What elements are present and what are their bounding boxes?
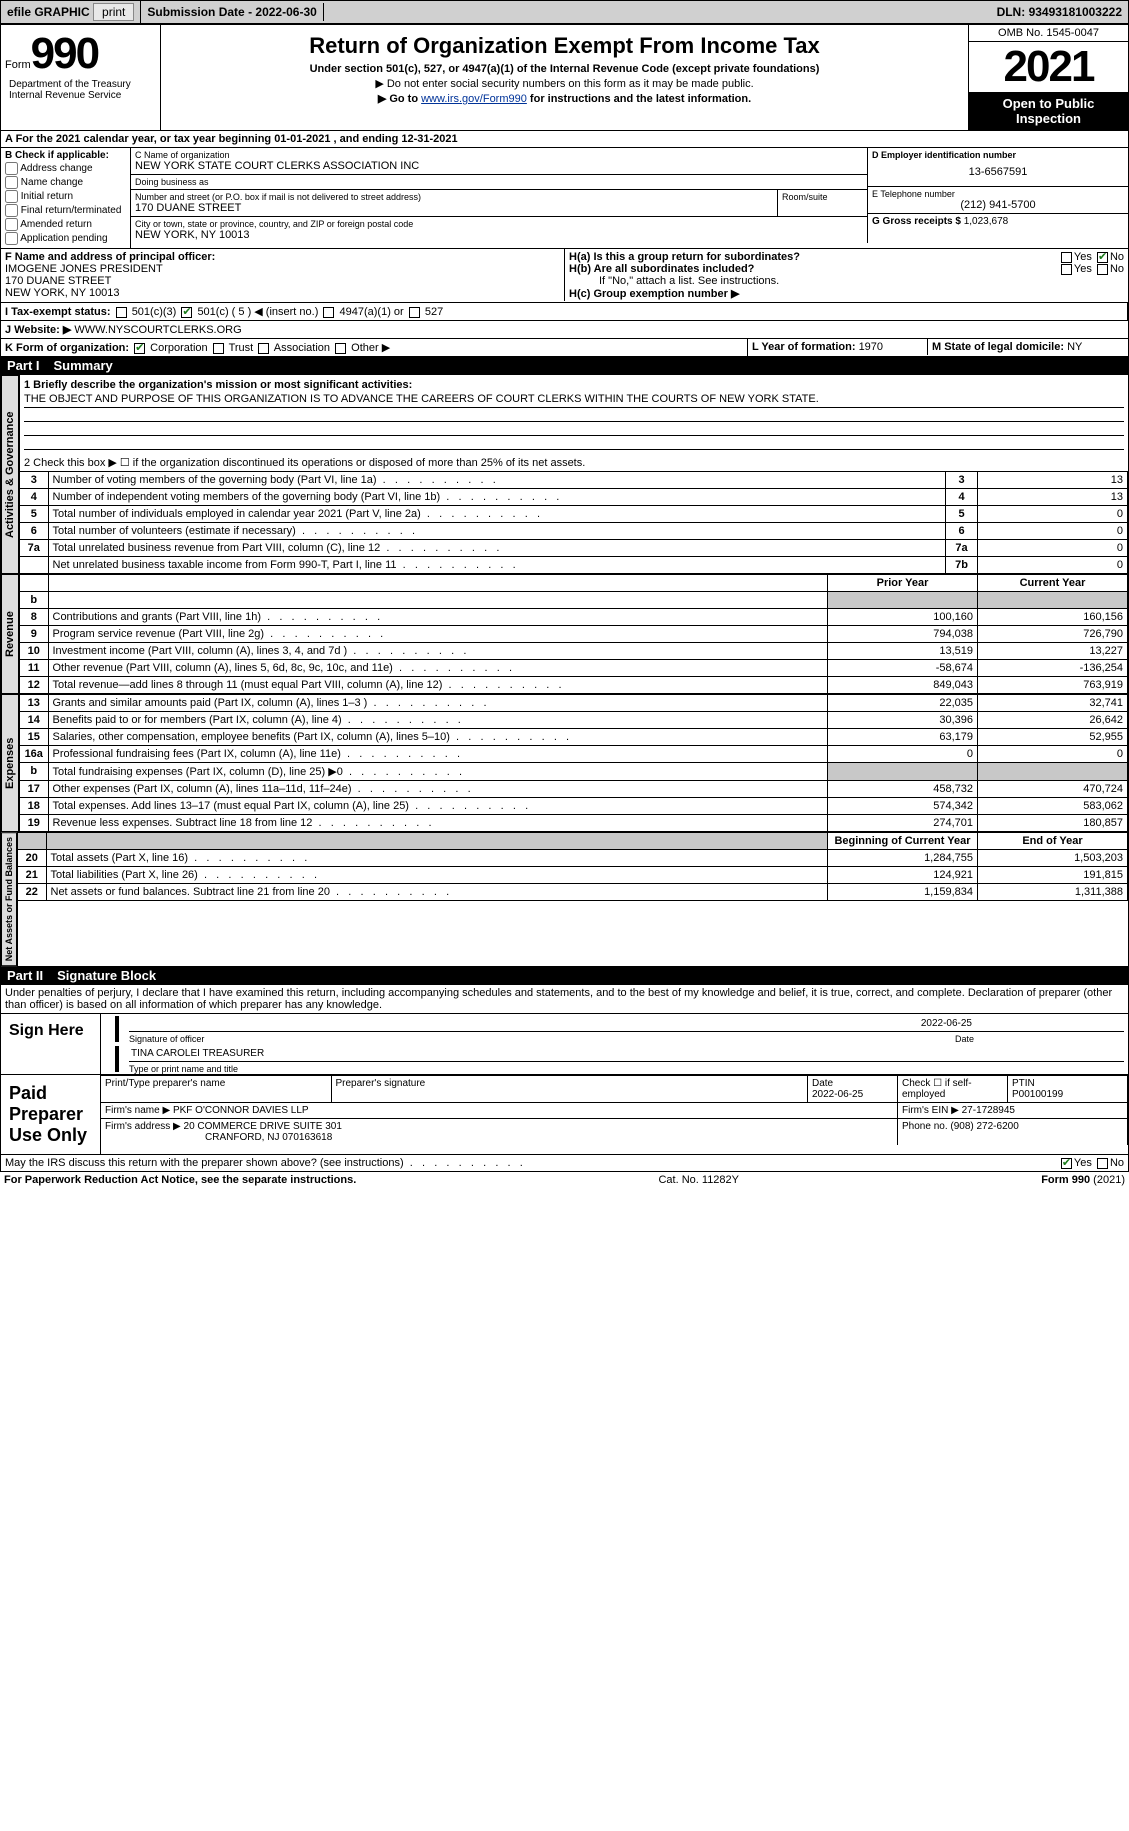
entity-grid: B Check if applicable: Address change Na… (1, 147, 1128, 248)
part-1-header: Part I Summary (1, 356, 1128, 375)
name-title-lbl: Type or print name and title (125, 1064, 1128, 1074)
ptin: P00100199 (1012, 1089, 1063, 1100)
discuss-yes[interactable] (1061, 1158, 1072, 1169)
tab-expenses: Expenses (1, 694, 19, 832)
ein: 13-6567591 (872, 160, 1124, 184)
city: NEW YORK, NY 10013 (135, 229, 863, 241)
chk-address[interactable]: Address change (5, 162, 126, 175)
section-activities: Activities & Governance 1 Briefly descri… (1, 375, 1128, 574)
h-a: H(a) Is this a group return for subordin… (569, 251, 1124, 263)
phone: (212) 941-5700 (872, 199, 1124, 211)
website: WWW.NYSCOURTCLERKS.ORG (74, 324, 241, 336)
line-1-label: 1 Briefly describe the organization's mi… (24, 379, 1124, 391)
year-formation: 1970 (859, 341, 883, 353)
h-c: H(c) Group exemption number ▶ (569, 287, 1124, 300)
firm-phone: (908) 272-6200 (950, 1121, 1018, 1132)
h-b-note: If "No," attach a list. See instructions… (569, 275, 1124, 287)
row-f-h: F Name and address of principal officer:… (1, 248, 1128, 302)
footer-right: Form 990 (2021) (1041, 1174, 1125, 1186)
tab-activities: Activities & Governance (1, 375, 19, 574)
header-right: OMB No. 1545-0047 2021 Open to Public In… (968, 25, 1128, 130)
sig-date: 2022-06-25 (921, 1018, 972, 1029)
chk-501c[interactable] (181, 307, 192, 318)
firm-ein: 27-1728945 (962, 1105, 1015, 1116)
tab-net: Net Assets or Fund Balances (1, 832, 17, 966)
table-expenses: 13Grants and similar amounts paid (Part … (20, 694, 1128, 832)
penalties-text: Under penalties of perjury, I declare th… (1, 985, 1128, 1013)
paid-preparer-label: Paid Preparer Use Only (1, 1075, 101, 1154)
block-b: B Check if applicable: Address change Na… (1, 148, 131, 248)
footer-left: For Paperwork Reduction Act Notice, see … (4, 1174, 356, 1186)
sign-here-row: Sign Here 2022-06-25 Signature of office… (1, 1013, 1128, 1074)
omb-number: OMB No. 1545-0047 (969, 25, 1128, 42)
street: 170 DUANE STREET (135, 202, 773, 214)
firm-addr1: 20 COMMERCE DRIVE SUITE 301 (184, 1121, 342, 1132)
firm-name: PKF O'CONNOR DAVIES LLP (173, 1105, 309, 1116)
section-net: Net Assets or Fund Balances Beginning of… (1, 832, 1128, 966)
form-title: Return of Organization Exempt From Incom… (165, 33, 964, 59)
header-title: Return of Organization Exempt From Incom… (161, 25, 968, 130)
tax-year: 2021 (969, 42, 1128, 92)
gross-receipts: 1,023,678 (964, 216, 1009, 227)
dept-treasury: Department of the Treasury Internal Reve… (5, 79, 156, 101)
print-button[interactable]: print (93, 3, 134, 21)
period-line: A For the 2021 calendar year, or tax yea… (1, 130, 1128, 147)
firm-addr2: CRANFORD, NJ 070163618 (105, 1132, 332, 1143)
sig-officer-lbl: Signature of officer (129, 1034, 204, 1044)
dln: DLN: 93493181003222 (991, 3, 1128, 21)
mission: THE OBJECT AND PURPOSE OF THIS ORGANIZAT… (24, 391, 1124, 408)
officer-addr1: 170 DUANE STREET (5, 275, 111, 287)
org-name: NEW YORK STATE COURT CLERKS ASSOCIATION … (135, 160, 863, 172)
chk-assoc[interactable] (258, 343, 269, 354)
irs-link[interactable]: www.irs.gov/Form990 (421, 93, 527, 105)
chk-name[interactable]: Name change (5, 176, 126, 189)
footer-mid: Cat. No. 11282Y (658, 1174, 739, 1186)
officer-addr2: NEW YORK, NY 10013 (5, 287, 120, 299)
chk-501c3[interactable] (116, 307, 127, 318)
open-to-public: Open to Public Inspection (969, 92, 1128, 130)
officer-name-title: TINA CAROLEI TREASURER (131, 1048, 264, 1059)
part-2-header: Part II Signature Block (1, 966, 1128, 985)
submission-date: Submission Date - 2022-06-30 (141, 3, 323, 21)
chk-amended[interactable]: Amended return (5, 218, 126, 231)
row-j: J Website: ▶ WWW.NYSCOURTCLERKS.ORG (1, 320, 1128, 338)
note-link: ▶ Go to www.irs.gov/Form990 for instruct… (165, 92, 964, 105)
tab-revenue: Revenue (1, 574, 19, 694)
form-subtitle: Under section 501(c), 527, or 4947(a)(1)… (165, 63, 964, 75)
form-number-box: Form990 Department of the Treasury Inter… (1, 25, 161, 130)
table-net: Beginning of Current YearEnd of Year 20T… (18, 832, 1128, 901)
section-revenue: Revenue Prior YearCurrent Year b8Contrib… (1, 574, 1128, 694)
h-b: H(b) Are all subordinates included? Yes … (569, 263, 1124, 275)
section-expenses: Expenses 13Grants and similar amounts pa… (1, 694, 1128, 832)
chk-initial[interactable]: Initial return (5, 190, 126, 203)
officer-name: IMOGENE JONES PRESIDENT (5, 263, 163, 275)
table-governance: 3Number of voting members of the governi… (20, 471, 1128, 574)
block-c: C Name of organization NEW YORK STATE CO… (131, 148, 868, 248)
row-i: I Tax-exempt status: 501(c)(3) 501(c) ( … (1, 302, 1128, 320)
chk-trust[interactable] (213, 343, 224, 354)
state-domicile: NY (1067, 341, 1082, 353)
chk-4947[interactable] (323, 307, 334, 318)
page-footer: For Paperwork Reduction Act Notice, see … (0, 1172, 1129, 1188)
form-990: Form990 Department of the Treasury Inter… (0, 24, 1129, 1172)
chk-527[interactable] (409, 307, 420, 318)
efile-label: efile GRAPHIC print (1, 1, 141, 23)
discuss-row: May the IRS discuss this return with the… (1, 1154, 1128, 1171)
top-bar: efile GRAPHIC print Submission Date - 20… (0, 0, 1129, 24)
header-row: Form990 Department of the Treasury Inter… (1, 25, 1128, 130)
chk-application[interactable]: Application pending (5, 232, 126, 245)
line-2: 2 Check this box ▶ ☐ if the organization… (20, 454, 1128, 471)
block-d-e-g: D Employer identification number 13-6567… (868, 148, 1128, 248)
discuss-no[interactable] (1097, 1158, 1108, 1169)
note-ssn: ▶ Do not enter social security numbers o… (165, 77, 964, 90)
row-k-l-m: K Form of organization: Corporation Trus… (1, 338, 1128, 356)
chk-other[interactable] (335, 343, 346, 354)
table-revenue: Prior YearCurrent Year b8Contributions a… (20, 574, 1128, 694)
chk-final[interactable]: Final return/terminated (5, 204, 126, 217)
sign-here-label: Sign Here (1, 1014, 101, 1074)
paid-preparer-row: Paid Preparer Use Only Print/Type prepar… (1, 1074, 1128, 1154)
prep-date: 2022-06-25 (812, 1089, 863, 1100)
chk-corp[interactable] (134, 343, 145, 354)
